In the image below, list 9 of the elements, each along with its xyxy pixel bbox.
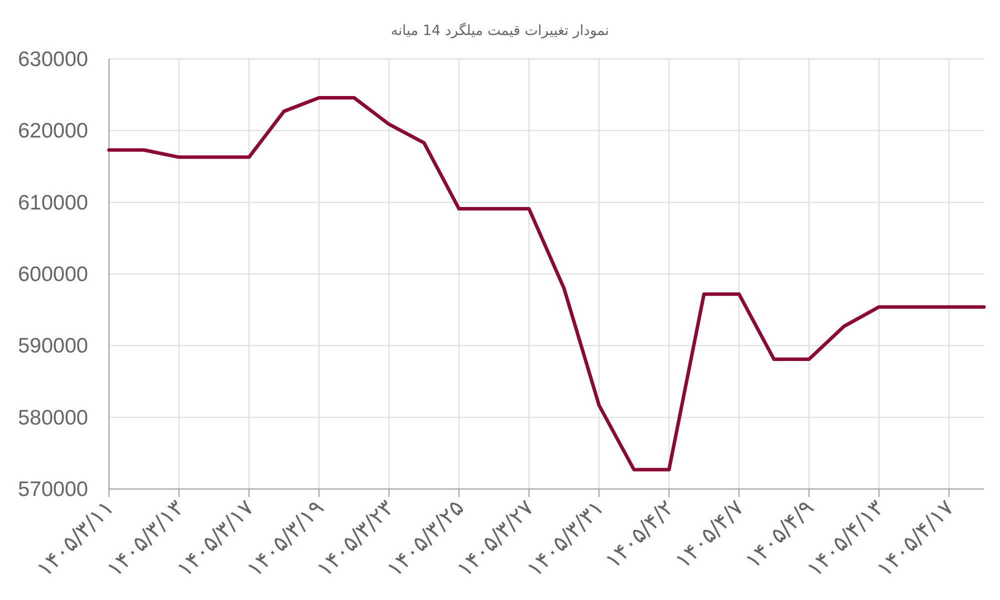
y-tick-label: 630000 (18, 48, 88, 71)
chart-title: نمودار تغییرات قیمت میلگرد 14 میانه (390, 22, 610, 39)
y-tick-label: 610000 (18, 191, 88, 214)
y-tick-label: 600000 (18, 263, 88, 286)
y-tick-label: 570000 (18, 478, 88, 501)
line-series (107, 96, 986, 472)
y-tick-label: 590000 (18, 334, 88, 358)
y-tick-label: 580000 (18, 406, 88, 430)
y-tick-label: 620000 (18, 120, 88, 143)
